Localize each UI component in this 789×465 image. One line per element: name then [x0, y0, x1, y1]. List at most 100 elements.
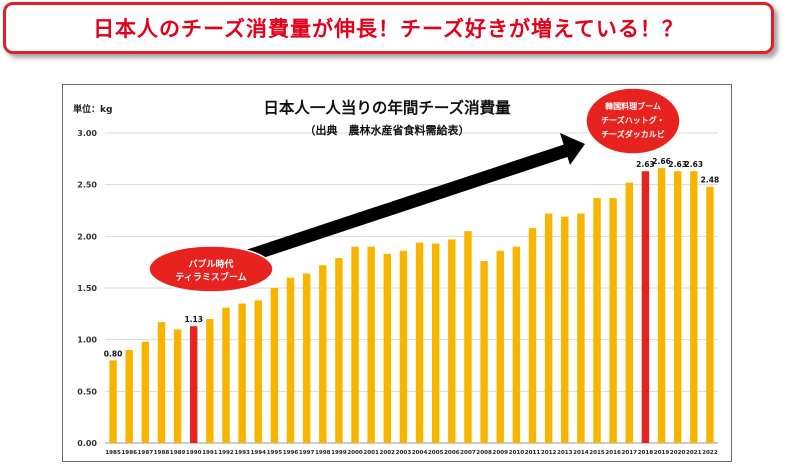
y-axis-ticks: 0.00 0.50 1.00 1.50 2.00 2.50 3.00 [77, 129, 97, 448]
bar-2005 [431, 243, 440, 443]
bar-1987 [141, 341, 150, 443]
x-tick-label: 2010 [509, 450, 525, 456]
bar-2010 [512, 246, 521, 443]
x-tick-label: 2001 [363, 450, 379, 456]
bar-2001 [367, 246, 375, 443]
bar-2008 [480, 261, 488, 443]
bar-1998 [319, 265, 327, 443]
data-label: 2.66 [652, 157, 671, 166]
x-tick-label: 1994 [250, 450, 266, 456]
bar-2017 [625, 182, 633, 443]
unit-label: 単位：kg [73, 103, 112, 115]
x-tick-label: 2002 [380, 450, 396, 456]
x-tick-label: 1991 [202, 450, 218, 456]
bar-2018 [641, 171, 650, 443]
headline-text: 日本人のチーズ消費量が伸長！チーズ好きが増えている！？ [93, 17, 684, 41]
bar-2014 [577, 213, 585, 443]
bar-2006 [448, 239, 456, 443]
x-tick-label: 1989 [170, 450, 186, 456]
bar-2020 [673, 171, 682, 443]
bar-1993 [238, 303, 246, 443]
x-tick-label: 2022 [702, 450, 718, 456]
bubble-era-line-2: ティラミスブーム [175, 271, 246, 283]
x-tick-label: 2017 [621, 450, 637, 456]
x-tick-label: 2000 [347, 450, 363, 456]
x-tick-label: 1990 [186, 450, 202, 456]
x-tick-label: 2003 [396, 450, 412, 456]
bar-1992 [222, 307, 230, 443]
x-tick-label: 2012 [541, 450, 557, 456]
x-tick-label: 2014 [573, 450, 589, 456]
data-label: 1.13 [184, 315, 203, 324]
x-tick-label: 2005 [428, 450, 444, 456]
x-axis-ticks: 1985 1986 1987 1988 1989 1990 1991 1992 1993 1994… [105, 450, 718, 456]
x-tick-label: 2018 [638, 450, 654, 456]
x-tick-label: 2009 [492, 450, 508, 456]
korean-boom-line-3: チーズダッカルビ [601, 129, 665, 139]
bar-2009 [496, 250, 504, 443]
bar-2016 [609, 198, 617, 443]
bar-1989 [173, 329, 182, 443]
chart-subtitle: （出典 農林水産省食料需給表） [305, 123, 470, 137]
x-tick-label: 1999 [331, 450, 347, 456]
y-tick-label: 0.00 [77, 439, 97, 448]
bar-1985 [109, 360, 117, 443]
bar-1988 [157, 322, 166, 443]
x-tick-label: 1987 [138, 450, 154, 456]
bar-2022 [706, 186, 714, 443]
bars [109, 168, 714, 443]
bar-2002 [383, 253, 392, 443]
bar-1997 [302, 273, 311, 443]
bar-1990 [190, 326, 198, 443]
bar-2012 [544, 213, 553, 443]
bubble-era-ellipse [148, 245, 274, 293]
bar-1986 [125, 350, 133, 443]
bar-2019 [657, 168, 666, 443]
x-tick-label: 2011 [525, 450, 541, 456]
x-tick-label: 1992 [218, 450, 234, 456]
korean-boom-ellipse [585, 87, 681, 155]
y-tick-label: 1.50 [77, 284, 97, 293]
data-label: 2.63 [636, 160, 655, 169]
data-label: 2.63 [685, 160, 704, 169]
bubble-era-line-1: バブル時代 [188, 258, 233, 270]
x-tick-label: 2008 [476, 450, 492, 456]
x-tick-label: 1985 [105, 450, 121, 456]
y-tick-label: 3.00 [77, 129, 97, 138]
bar-1991 [206, 319, 214, 443]
x-tick-label: 1995 [267, 450, 283, 456]
cheese-consumption-chart: 0.000.501.001.502.002.503.00 1985 1986 198… [73, 87, 719, 456]
bar-1999 [335, 258, 343, 443]
x-tick-label: 2019 [654, 450, 670, 456]
x-tick-label: 1988 [154, 450, 170, 456]
data-labels: 0.801.132.632.662.632.632.48 [104, 157, 719, 358]
data-label: 0.80 [104, 349, 123, 358]
bar-2000 [351, 246, 359, 443]
y-tick-label: 0.50 [77, 387, 97, 396]
data-label: 2.48 [701, 176, 720, 185]
trend-arrow-head [560, 133, 585, 165]
korean-boom-line-1: 韓国料理ブーム [605, 101, 661, 111]
x-tick-label: 2004 [412, 450, 428, 456]
headline-banner: 日本人のチーズ消費量が伸長！チーズ好きが増えている！？ [3, 2, 774, 54]
x-tick-label: 2016 [605, 450, 621, 456]
bar-1996 [286, 277, 295, 443]
x-tick-label: 2006 [444, 450, 460, 456]
trend-arrow [218, 133, 585, 272]
y-tick-label: 2.50 [77, 181, 97, 190]
korean-boom-line-2: チーズハットグ・ [601, 115, 665, 125]
x-tick-label: 1998 [315, 450, 331, 456]
x-tick-label: 2020 [670, 450, 686, 456]
bar-1995 [270, 288, 279, 443]
bar-2013 [561, 216, 569, 443]
data-label: 2.63 [668, 160, 687, 169]
korean-boom-annotation: 韓国料理ブーム チーズハットグ・ チーズダッカルビ [585, 87, 681, 155]
x-tick-label: 1986 [121, 450, 137, 456]
x-tick-label: 2007 [460, 450, 476, 456]
bubble-era-annotation: バブル時代 ティラミスブーム [148, 245, 274, 293]
bar-2011 [528, 228, 537, 443]
x-tick-label: 2015 [589, 450, 605, 456]
x-tick-label: 2013 [557, 450, 573, 456]
trend-arrow-shaft [218, 143, 571, 272]
bar-2003 [399, 250, 408, 443]
